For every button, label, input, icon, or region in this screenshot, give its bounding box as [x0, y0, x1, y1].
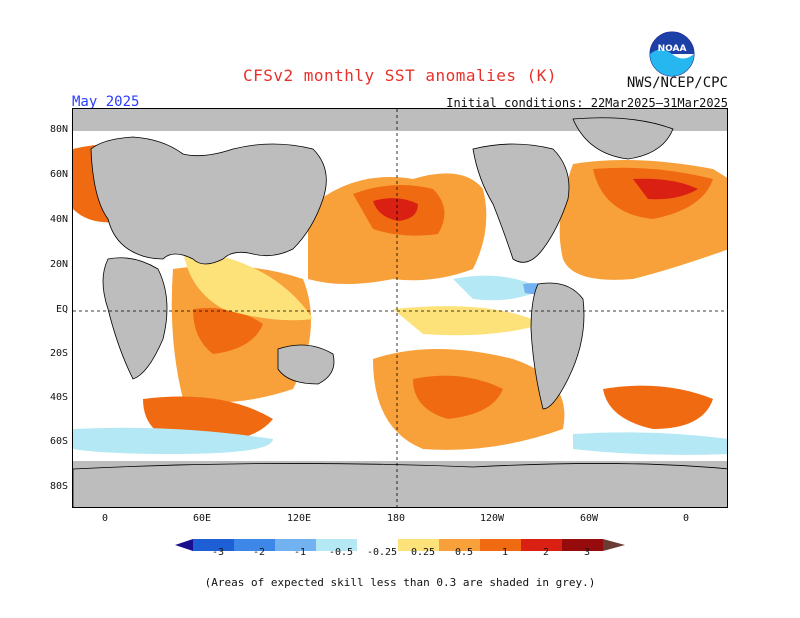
south-atlantic-warm [603, 385, 713, 429]
sst-anomaly-map [72, 108, 728, 508]
colorbar-tick-pos3: 3 [583, 547, 591, 558]
colorbar-bin-6 [398, 539, 439, 551]
colorbar [175, 536, 625, 551]
lat-label-eq: EQ [55, 304, 68, 315]
noaa-logo: NOAA [649, 31, 695, 77]
lon-label-60e: 60E [192, 513, 212, 524]
colorbar-bin-4 [316, 539, 357, 551]
south-america-land [530, 282, 585, 410]
tropical-indian-weak [183, 249, 313, 321]
lat-label-20s: 20S [49, 348, 68, 359]
southern-ocean-cool-west [73, 427, 273, 454]
colorbar-bin-1 [193, 539, 234, 551]
logo-text: NOAA [658, 44, 687, 54]
east-pacific-cool [453, 275, 543, 301]
colorbar-tick-neg3: -3 [211, 547, 225, 558]
antarctica-land [73, 463, 727, 507]
eurasia-land [90, 136, 327, 265]
lon-label-120w: 120W [479, 513, 505, 524]
lon-label-60w: 60W [579, 513, 599, 524]
lat-label-60n: 60N [49, 169, 68, 180]
colorbar-svg [175, 539, 625, 551]
south-pacific-strong [413, 375, 503, 419]
lon-label-180: 180 [386, 513, 406, 524]
cool-anomalies [73, 275, 727, 455]
colorbar-tick-pos1: 1 [501, 547, 509, 558]
colorbar-bin-10 [562, 539, 603, 551]
north-america-land [472, 143, 570, 263]
agency-label: NWS/NCEP/CPC [626, 75, 728, 91]
colorbar-bin-9 [521, 539, 562, 551]
indian-ocean-strong [193, 308, 263, 354]
colorbar-tick-neg05: -0.5 [328, 547, 354, 558]
lat-label-60s: 60S [49, 436, 68, 447]
southern-ocean-cool-east [573, 432, 727, 455]
colorbar-tick-neg2: -2 [252, 547, 266, 558]
colorbar-tick-pos2: 2 [542, 547, 550, 558]
north-pacific-core [373, 198, 418, 221]
initial-conditions: Initial conditions: 22Mar2025–31Mar2025 [446, 96, 728, 110]
colorbar-bin-8 [480, 539, 521, 551]
lat-label-40s: 40S [49, 392, 68, 403]
australia-land [277, 344, 335, 385]
land-masses [73, 117, 727, 507]
colorbar-tick-neg1: -1 [293, 547, 307, 558]
africa-land [102, 257, 168, 380]
colorbar-arrow-right [603, 539, 625, 551]
chart-title: CFSv2 monthly SST anomalies (K) [242, 66, 558, 85]
colorbar-bin-3 [275, 539, 316, 551]
colorbar-tick-pos025: 0.25 [410, 547, 436, 558]
greenland-land [572, 117, 674, 160]
colorbar-tick-neg025: -0.25 [366, 547, 398, 558]
colorbar-bin-5 [357, 539, 398, 551]
colorbar-arrow-left [175, 539, 193, 551]
lat-label-20n: 20N [49, 259, 68, 270]
lat-label-40n: 40N [49, 214, 68, 225]
forecast-month: May 2025 [72, 94, 140, 110]
skill-footnote: (Areas of expected skill less than 0.3 a… [204, 576, 596, 589]
lon-label-0-east: 0 [682, 513, 690, 524]
lon-label-0-west: 0 [101, 513, 109, 524]
tropical-pacific-weak [393, 306, 543, 336]
colorbar-tick-pos05: 0.5 [454, 547, 474, 558]
north-atlantic-core [633, 178, 698, 200]
lon-label-120e: 120E [286, 513, 312, 524]
lat-label-80n: 80N [49, 124, 68, 135]
colorbar-bin-2 [234, 539, 275, 551]
lat-label-80s: 80S [49, 481, 68, 492]
colorbar-bin-7 [439, 539, 480, 551]
low-skill-arctic [73, 109, 727, 131]
map-svg [73, 109, 727, 507]
